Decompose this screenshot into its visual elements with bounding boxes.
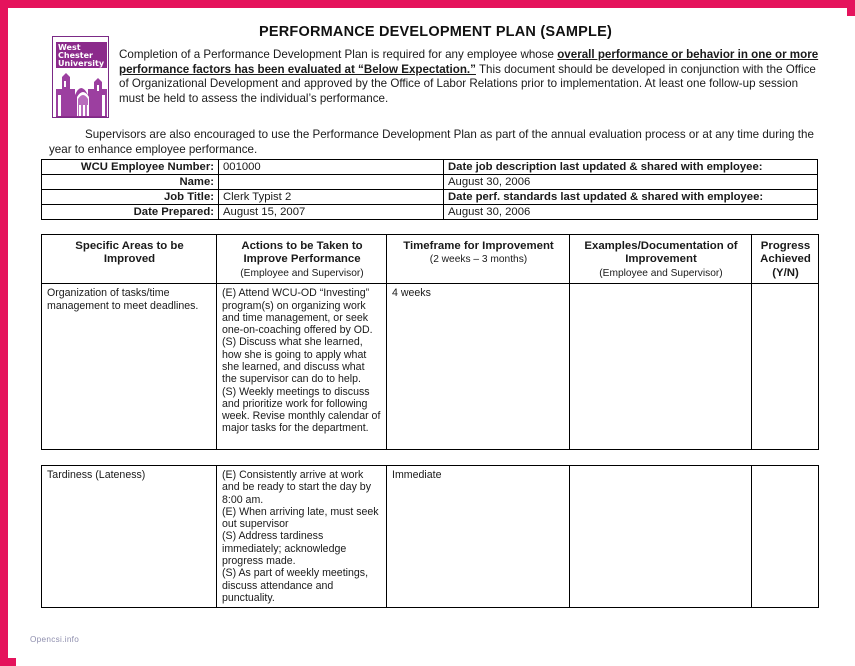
west-chester-university-logo: West Chester University	[52, 36, 109, 118]
row1-area-cell[interactable]: Organization of tasks/time management to…	[41, 283, 217, 451]
row2-timeframe-cell[interactable]: Immediate	[386, 464, 570, 609]
info-label-perf-standards-date: Date perf. standards last updated & shar…	[443, 189, 818, 205]
info-value-perf-standards-date: August 30, 2006	[443, 204, 818, 220]
header-progress-line1: Progress	[760, 240, 811, 252]
header-actions-line2: Improve Performance	[243, 253, 361, 266]
header-specific-areas-line1: Specific Areas to be	[75, 240, 184, 252]
intro-text-block: Completion of a Performance Development …	[49, 48, 821, 156]
header-examples: Examples/Documentation of Improvement (E…	[569, 233, 752, 285]
info-label-job-title: Job Title:	[41, 189, 219, 205]
info-label-name: Name:	[41, 174, 219, 190]
intro-p1-tail: This document should be developed in con…	[119, 62, 816, 105]
table-row: Job Title: Clerk Typist 2 Date perf. sta…	[41, 189, 818, 205]
info-value-date-prepared: August 15, 2007	[218, 204, 444, 220]
header-timeframe-sub: (2 weeks – 3 months)	[429, 254, 528, 266]
header-examples-sub: (Employee and Supervisor)	[599, 267, 723, 279]
header-progress-achieved: Progress Achieved (Y/N)	[751, 233, 819, 285]
document-sheet: PERFORMANCE DEVELOPMENT PLAN (SAMPLE) We…	[16, 16, 855, 666]
table-row: Name: August 30, 2006	[41, 174, 818, 190]
watermark-text: Opencsi.info	[30, 635, 80, 644]
table-row: WCU Employee Number: 001000 Date job des…	[41, 159, 818, 175]
table-row: Organization of tasks/time management to…	[41, 283, 819, 451]
header-actions-sub: (Employee and Supervisor)	[240, 267, 364, 279]
header-progress-line2: Achieved	[760, 253, 811, 266]
row2-examples-cell[interactable]	[569, 464, 752, 609]
row1-examples-cell[interactable]	[569, 283, 752, 451]
header-specific-areas: Specific Areas to be Improved	[41, 233, 217, 285]
header-actions: Actions to be Taken to Improve Performan…	[216, 233, 387, 285]
employee-info-table: WCU Employee Number: 001000 Date job des…	[41, 159, 818, 220]
row1-progress-cell[interactable]	[751, 283, 819, 451]
header-actions-line1: Actions to be Taken to	[241, 240, 363, 252]
header-specific-areas-line2: Improved	[103, 253, 156, 266]
header-timeframe-line1: Timeframe for Improvement	[403, 240, 554, 252]
intro-paragraph-2: Supervisors are also encouraged to use t…	[49, 128, 814, 156]
header-timeframe: Timeframe for Improvement (2 weeks – 3 m…	[386, 233, 570, 285]
info-value-job-title: Clerk Typist 2	[218, 189, 444, 205]
header-examples-line2: Improvement	[625, 253, 697, 266]
header-progress-line3: (Y/N)	[772, 266, 799, 279]
plan-table-section-2: Tardiness (Lateness) (E) Consistently ar…	[41, 464, 819, 609]
row2-progress-cell[interactable]	[751, 464, 819, 609]
table-row: Tardiness (Lateness) (E) Consistently ar…	[41, 464, 819, 609]
row1-actions-cell[interactable]: (E) Attend WCU-OD “Investing” program(s)…	[216, 283, 387, 451]
table-row: Date Prepared: August 15, 2007 August 30…	[41, 204, 818, 220]
header-examples-line1: Examples/Documentation of	[584, 240, 738, 252]
info-value-job-description-date: August 30, 2006	[443, 174, 818, 190]
info-label-date-prepared: Date Prepared:	[41, 204, 219, 220]
info-label-employee-number: WCU Employee Number:	[41, 159, 219, 175]
logo-graphic: West Chester University	[53, 37, 108, 117]
page-title: PERFORMANCE DEVELOPMENT PLAN (SAMPLE)	[259, 24, 612, 40]
svg-text:Chester: Chester	[58, 51, 93, 60]
intro-paragraph-1: Completion of a Performance Development …	[119, 48, 821, 106]
plan-table-header-row: Specific Areas to be Improved Actions to…	[41, 233, 819, 285]
intro-p1-emphasis: overall performance or behavior in one o…	[119, 48, 819, 76]
plan-table-section-1: Specific Areas to be Improved Actions to…	[41, 233, 819, 451]
row1-timeframe-cell[interactable]: 4 weeks	[386, 283, 570, 451]
svg-text:University: University	[58, 59, 105, 68]
row2-actions-cell[interactable]: (E) Consistently arrive at work and be r…	[216, 464, 387, 609]
intro-p1-lead: Completion of a Performance Development …	[119, 48, 558, 61]
info-label-job-description-date: Date job description last updated & shar…	[443, 159, 818, 175]
info-value-employee-number: 001000	[218, 159, 444, 175]
info-value-name	[218, 174, 444, 190]
row2-area-cell[interactable]: Tardiness (Lateness)	[41, 464, 217, 609]
svg-text:West: West	[58, 43, 81, 52]
